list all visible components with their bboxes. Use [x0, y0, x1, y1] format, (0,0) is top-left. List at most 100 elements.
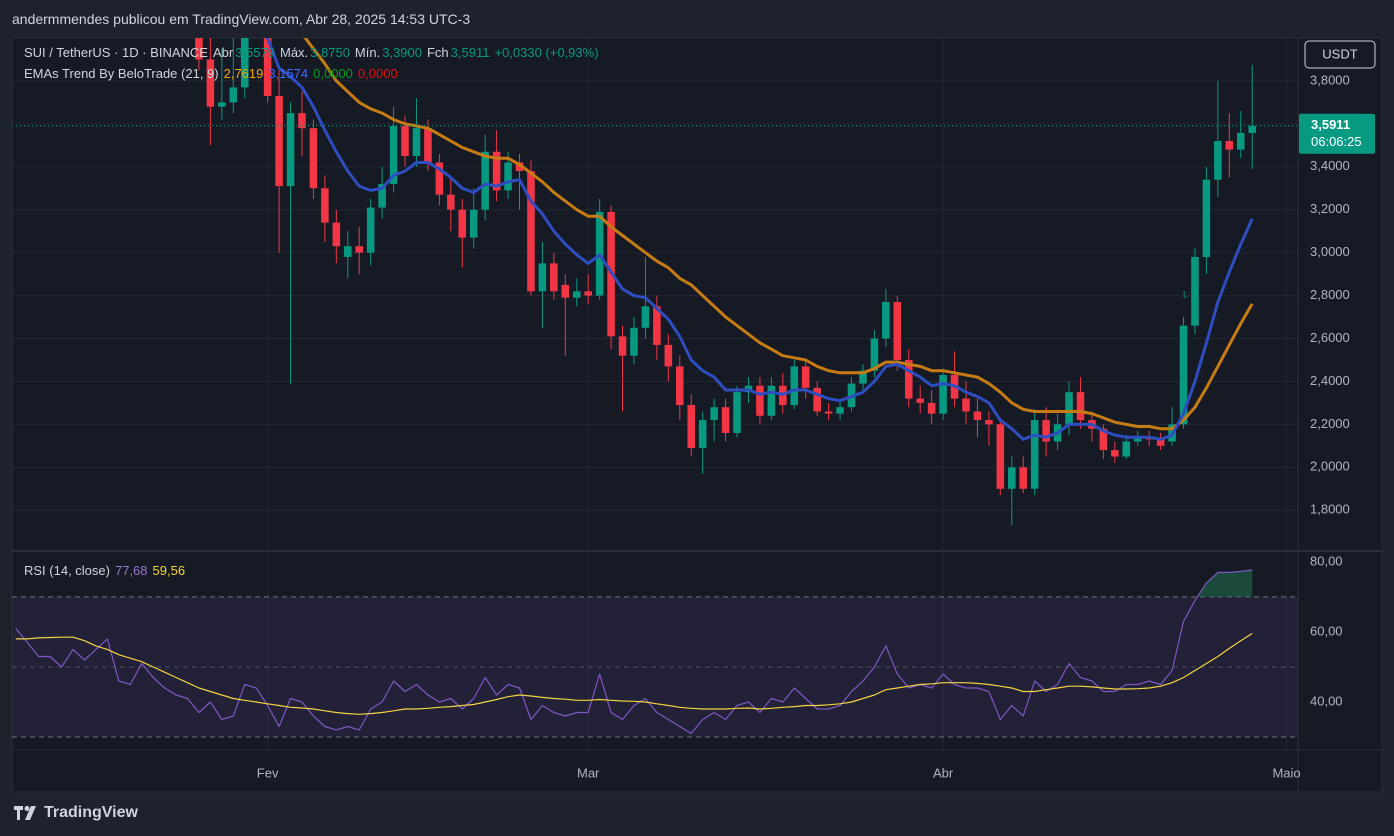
candle-body	[653, 306, 661, 345]
ohlc-field-value: 3,5579	[235, 45, 275, 60]
rsi-readout: 59,56	[152, 563, 186, 578]
candle-body	[904, 359, 913, 399]
y-tick-label: 60,00	[1310, 623, 1343, 638]
candle-body	[389, 126, 398, 184]
candle-body	[630, 327, 638, 356]
candle-body	[366, 207, 375, 253]
candle-body	[1042, 420, 1050, 442]
candle-body	[1122, 441, 1131, 457]
candle-body	[1111, 450, 1119, 457]
x-tick-label: Maio	[1272, 765, 1300, 780]
candle-body	[870, 338, 879, 371]
indicator-readout: 2,7619	[223, 66, 264, 81]
candle-body	[195, 38, 203, 60]
y-tick-label: 2,6000	[1310, 330, 1350, 345]
candle-body	[698, 420, 707, 448]
candle-body	[1019, 467, 1028, 489]
y-tick-label: 2,0000	[1310, 459, 1350, 474]
candle-body	[275, 95, 283, 187]
candle-body	[801, 366, 810, 388]
candle-body	[1133, 437, 1142, 442]
rsi-legend: RSI (14, close) 77,68 59,56	[24, 563, 185, 578]
ohlc-field-label: Abr	[212, 45, 234, 60]
signal-annotation: L	[1183, 289, 1188, 299]
candle-body	[893, 302, 902, 360]
price-change: +0,0330 (+0,93%)	[494, 45, 599, 60]
x-tick-label: Abr	[933, 765, 954, 780]
candle-body	[504, 162, 512, 191]
candle-body	[550, 263, 558, 292]
candle-body	[229, 87, 238, 103]
candle-body	[836, 407, 844, 414]
rsi-pane	[12, 569, 1298, 738]
candle-body	[401, 126, 409, 157]
ohlc-field-value: 3,5911	[450, 45, 490, 60]
candle-body	[1248, 125, 1256, 133]
candle-body	[344, 246, 352, 257]
candle-body	[813, 387, 821, 412]
chart-frame	[11, 37, 1383, 793]
candle-body	[298, 113, 306, 129]
candle-body	[710, 407, 718, 421]
candle-body	[263, 38, 272, 96]
candle-body	[1099, 428, 1108, 451]
rsi-title: RSI (14, close)	[24, 563, 110, 578]
indicator-readout: 0,0000	[357, 66, 398, 81]
candle-body	[733, 392, 741, 433]
candle-body	[412, 128, 421, 157]
symbol-title: SUI / TetherUS · 1D · BINANCE	[24, 45, 208, 60]
candle-body	[206, 59, 215, 107]
axes: Fev Mar Abr Maio 1,8000 2,0000 2,2000 2,4000 2,6…	[257, 72, 1375, 780]
candle-body	[458, 209, 467, 238]
candle-body	[481, 151, 489, 210]
indicator-readout: 0,0000	[313, 66, 353, 81]
x-tick-label: Mar	[577, 765, 600, 780]
y-tick-label: 1,8000	[1310, 502, 1350, 517]
candle-body	[435, 162, 444, 195]
ohlc-field-value: 3,3900	[382, 45, 422, 60]
currency-label[interactable]: USDT	[1322, 46, 1357, 61]
y-tick-label: 3,2000	[1310, 201, 1350, 216]
publish-header: andermmendes publicou em TradingView.com…	[12, 11, 471, 27]
candle-body	[882, 302, 890, 339]
chart: Fev Mar Abr Maio 1,8000 2,0000 2,2000 2,4000 2,6…	[11, 0, 1383, 793]
candle-body	[240, 38, 249, 88]
candle-body	[1065, 392, 1073, 425]
candle-body	[447, 194, 455, 210]
indicator-readout: 3,1574	[268, 66, 309, 81]
candle-body	[824, 411, 833, 414]
candle-body	[252, 0, 260, 17]
candle-body	[618, 336, 627, 356]
candle-body	[687, 405, 696, 448]
symbol-legend: SUI / TetherUS · 1D · BINANCE Abr 3,5579 M…	[24, 45, 599, 60]
candle-body	[985, 420, 993, 425]
candle-body	[572, 291, 581, 298]
bar-countdown: 06:06:25	[1311, 134, 1362, 149]
candle-body	[492, 151, 501, 191]
candle-body	[676, 366, 684, 406]
ohlc-field-value: 3,8750	[310, 45, 350, 60]
candle-body	[1008, 467, 1016, 489]
candle-body	[664, 344, 673, 367]
indicator-line	[265, 38, 1254, 441]
ohlc-field-label: Máx.	[279, 45, 309, 60]
candle-body	[527, 171, 535, 292]
candle-body	[584, 291, 592, 296]
y-tick-label: 3,8000	[1310, 72, 1350, 87]
candle-body	[538, 263, 547, 292]
candle-body	[1191, 256, 1199, 326]
candle-body	[561, 284, 570, 298]
indicator-line	[303, 38, 1254, 431]
y-tick-label: 2,2000	[1310, 416, 1350, 431]
overbought-fill	[1197, 569, 1253, 597]
candle-body	[1236, 132, 1245, 150]
candle-body	[756, 385, 764, 416]
candle-body	[1076, 392, 1085, 421]
candle-body	[469, 209, 478, 238]
candle-body	[939, 374, 947, 414]
candle-body	[996, 424, 1005, 489]
candle-body	[767, 385, 776, 416]
candle-body	[515, 162, 524, 172]
candle-body	[1030, 420, 1039, 489]
currency-button[interactable]	[1304, 40, 1376, 69]
